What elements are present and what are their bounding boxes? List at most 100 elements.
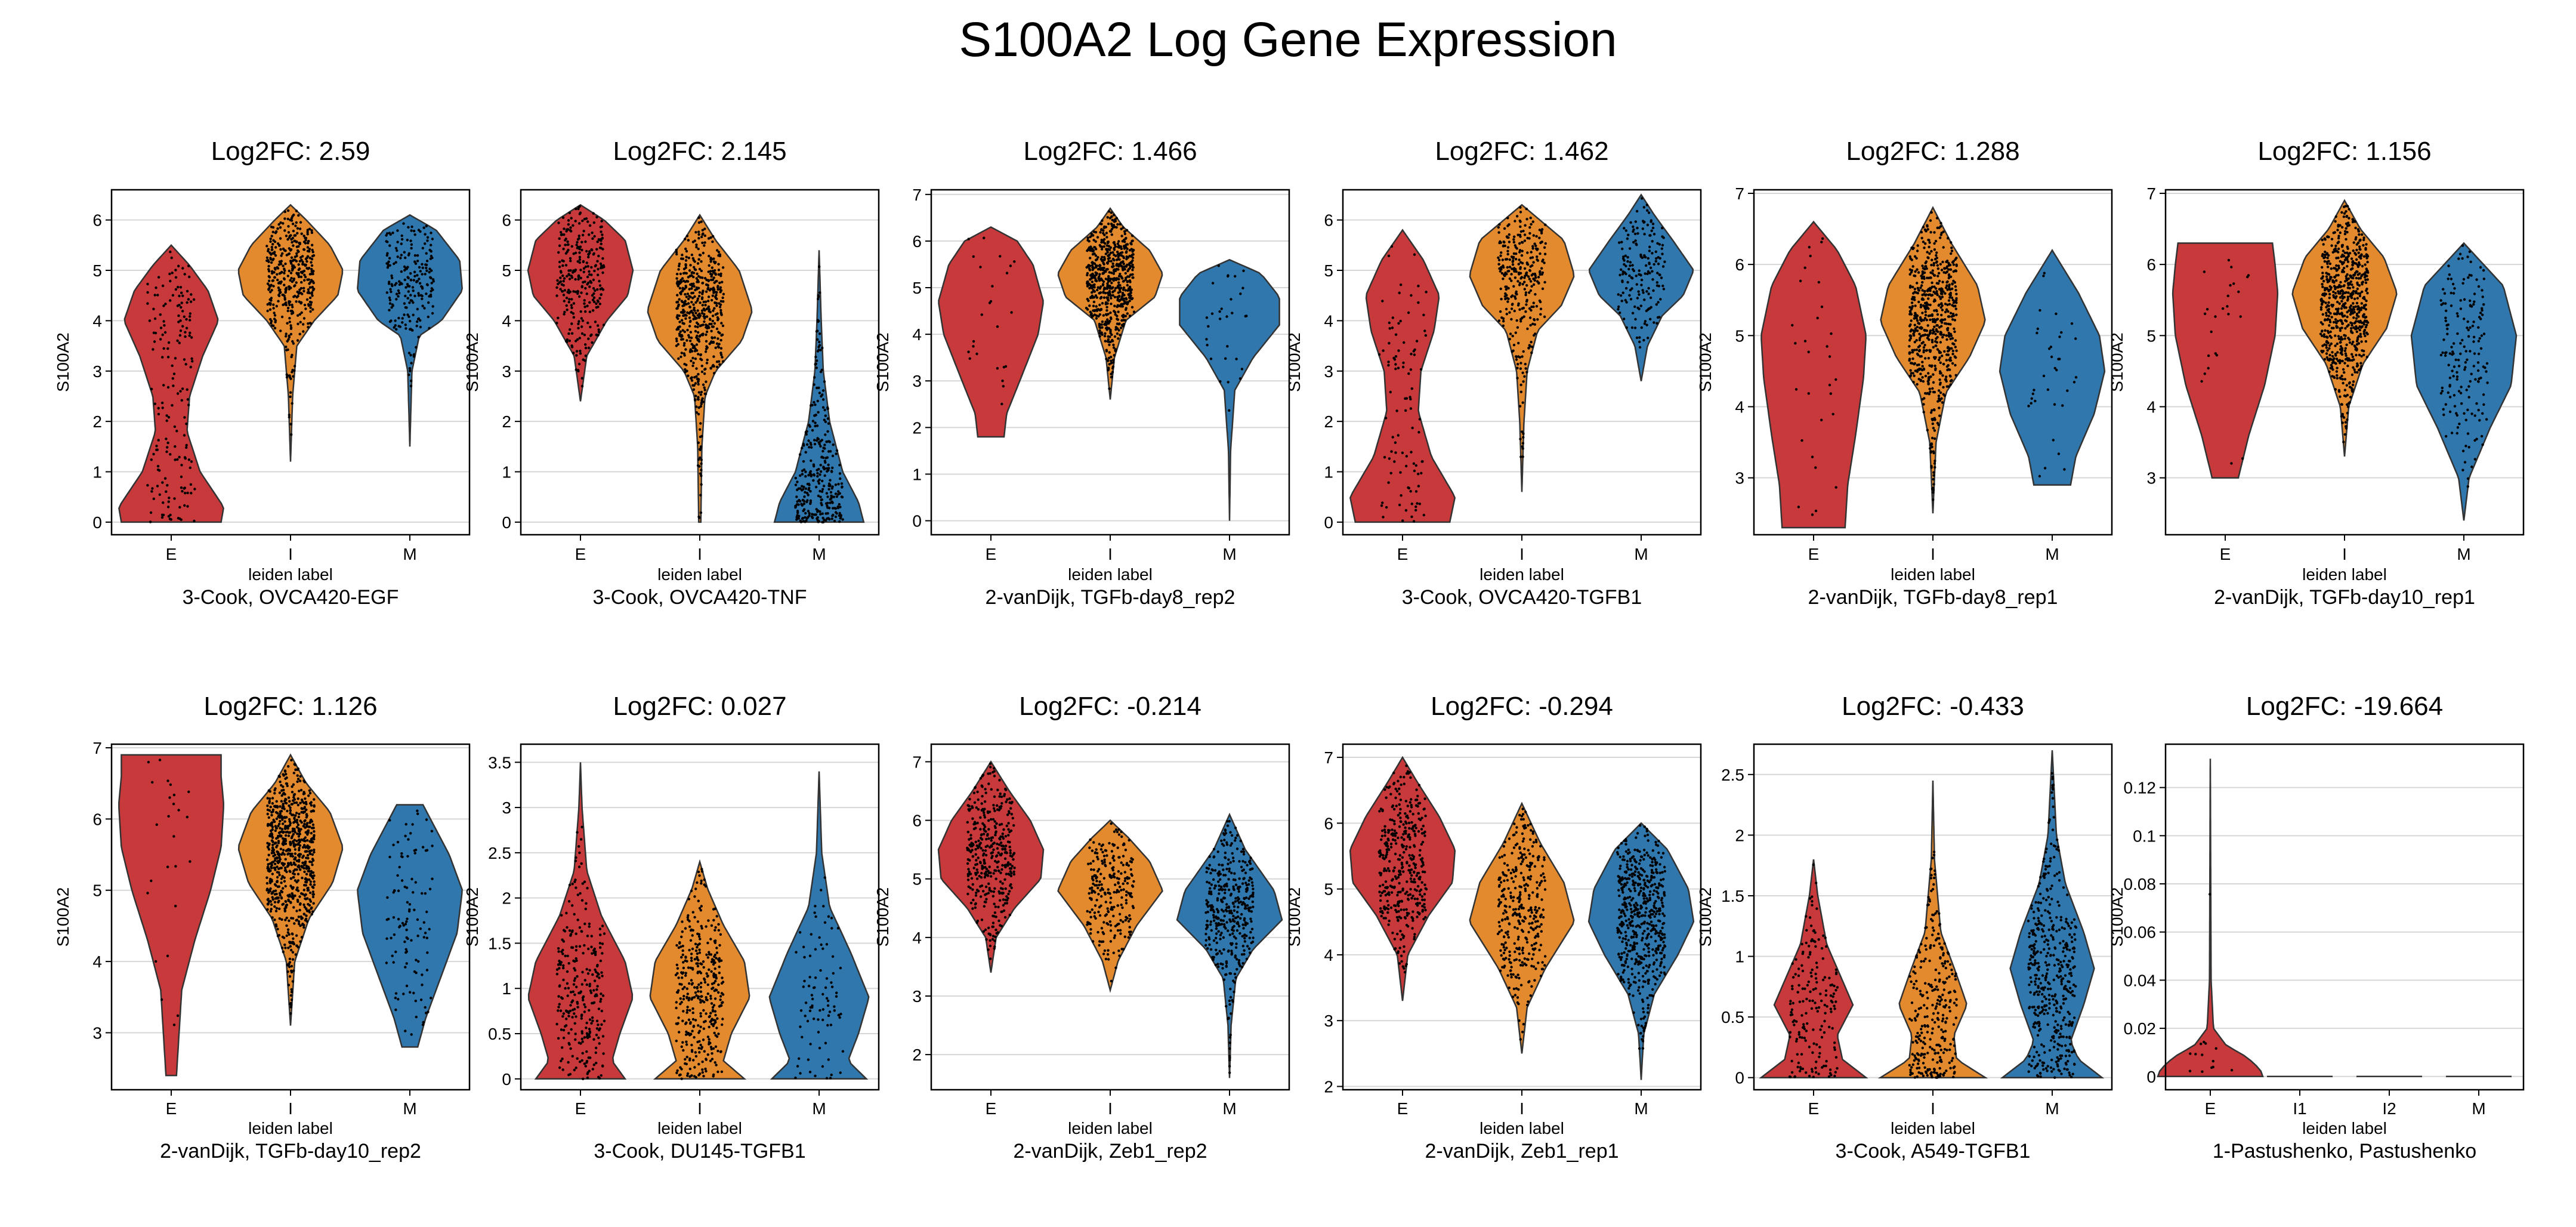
data-point bbox=[572, 270, 576, 273]
data-point bbox=[1502, 324, 1505, 327]
data-point bbox=[284, 288, 287, 291]
data-point bbox=[1132, 253, 1135, 256]
data-point bbox=[1909, 284, 1912, 288]
data-point bbox=[703, 309, 706, 312]
data-point bbox=[406, 266, 409, 269]
data-point bbox=[1543, 261, 1546, 264]
data-point bbox=[1946, 303, 1949, 306]
data-point bbox=[597, 300, 600, 303]
data-point bbox=[591, 341, 594, 344]
data-point bbox=[2337, 223, 2340, 227]
data-point bbox=[838, 502, 841, 506]
data-point bbox=[1120, 303, 1123, 306]
data-point bbox=[2321, 285, 2324, 288]
data-point bbox=[711, 235, 715, 238]
data-point bbox=[1540, 228, 1544, 231]
data-point bbox=[1648, 272, 1651, 275]
data-point bbox=[1394, 363, 1397, 366]
data-point bbox=[1926, 289, 1929, 292]
data-point bbox=[700, 260, 703, 263]
data-point bbox=[677, 303, 680, 306]
data-point bbox=[2334, 292, 2337, 295]
data-point bbox=[996, 367, 999, 370]
data-point bbox=[589, 325, 592, 329]
data-point bbox=[272, 285, 275, 288]
data-point bbox=[287, 252, 290, 256]
data-point bbox=[1932, 474, 1935, 477]
data-point bbox=[1931, 258, 1933, 261]
data-point bbox=[1121, 292, 1125, 296]
data-point bbox=[1413, 253, 1416, 256]
data-point bbox=[2322, 335, 2326, 338]
data-point bbox=[1518, 242, 1521, 245]
data-point bbox=[2203, 312, 2207, 315]
data-point bbox=[2337, 247, 2340, 251]
data-point bbox=[1934, 367, 1937, 370]
data-point bbox=[600, 220, 603, 223]
data-point bbox=[1101, 219, 1104, 222]
data-point bbox=[1532, 283, 1536, 286]
data-point bbox=[1922, 275, 1926, 278]
data-point bbox=[595, 215, 598, 218]
data-point bbox=[830, 470, 833, 473]
data-point bbox=[807, 494, 810, 497]
data-point bbox=[2348, 252, 2352, 255]
data-point bbox=[1522, 380, 1525, 383]
data-point bbox=[1931, 338, 1934, 342]
data-point bbox=[2355, 301, 2359, 305]
data-point bbox=[430, 282, 433, 285]
data-point bbox=[2326, 341, 2329, 344]
points-E bbox=[967, 236, 1016, 406]
data-point bbox=[584, 240, 587, 243]
data-point bbox=[817, 494, 820, 498]
data-point bbox=[2226, 305, 2229, 308]
data-point bbox=[1954, 374, 1957, 377]
data-point bbox=[1521, 442, 1525, 445]
data-point bbox=[409, 279, 413, 282]
data-point bbox=[795, 495, 798, 498]
data-point bbox=[1110, 359, 1113, 362]
data-point bbox=[1503, 227, 1506, 230]
data-point bbox=[180, 301, 183, 304]
data-point bbox=[684, 348, 687, 351]
data-point bbox=[413, 270, 416, 273]
data-point bbox=[2326, 304, 2329, 307]
data-point bbox=[823, 443, 826, 446]
data-point bbox=[695, 243, 698, 246]
data-point bbox=[2364, 316, 2368, 319]
data-point bbox=[837, 490, 840, 493]
data-point bbox=[277, 300, 280, 303]
data-point bbox=[1107, 245, 1111, 248]
data-point bbox=[2341, 421, 2344, 424]
data-point bbox=[1950, 241, 1953, 244]
data-point bbox=[1108, 271, 1111, 274]
data-point bbox=[1105, 296, 1108, 299]
data-point bbox=[1936, 324, 1939, 327]
data-point bbox=[687, 334, 690, 337]
data-point bbox=[163, 331, 167, 334]
data-point bbox=[2461, 257, 2464, 260]
data-point bbox=[178, 334, 182, 337]
data-point bbox=[412, 289, 415, 292]
data-point bbox=[1109, 328, 1112, 331]
data-point bbox=[826, 417, 830, 420]
data-point bbox=[1628, 274, 1631, 278]
data-point bbox=[2340, 261, 2343, 264]
data-point bbox=[408, 367, 412, 370]
data-point bbox=[2334, 318, 2337, 321]
data-point bbox=[1939, 391, 1942, 394]
data-point bbox=[302, 330, 305, 333]
data-point bbox=[1911, 357, 1914, 360]
data-point bbox=[975, 352, 978, 356]
data-point bbox=[1095, 272, 1098, 275]
data-point bbox=[600, 239, 603, 242]
data-point bbox=[1013, 260, 1016, 263]
data-point bbox=[2337, 337, 2341, 340]
data-point bbox=[2321, 323, 2324, 326]
data-point bbox=[2335, 370, 2339, 373]
data-point bbox=[2344, 394, 2348, 398]
data-point bbox=[1518, 249, 1522, 252]
data-point bbox=[1540, 267, 1543, 270]
data-point bbox=[558, 260, 561, 264]
